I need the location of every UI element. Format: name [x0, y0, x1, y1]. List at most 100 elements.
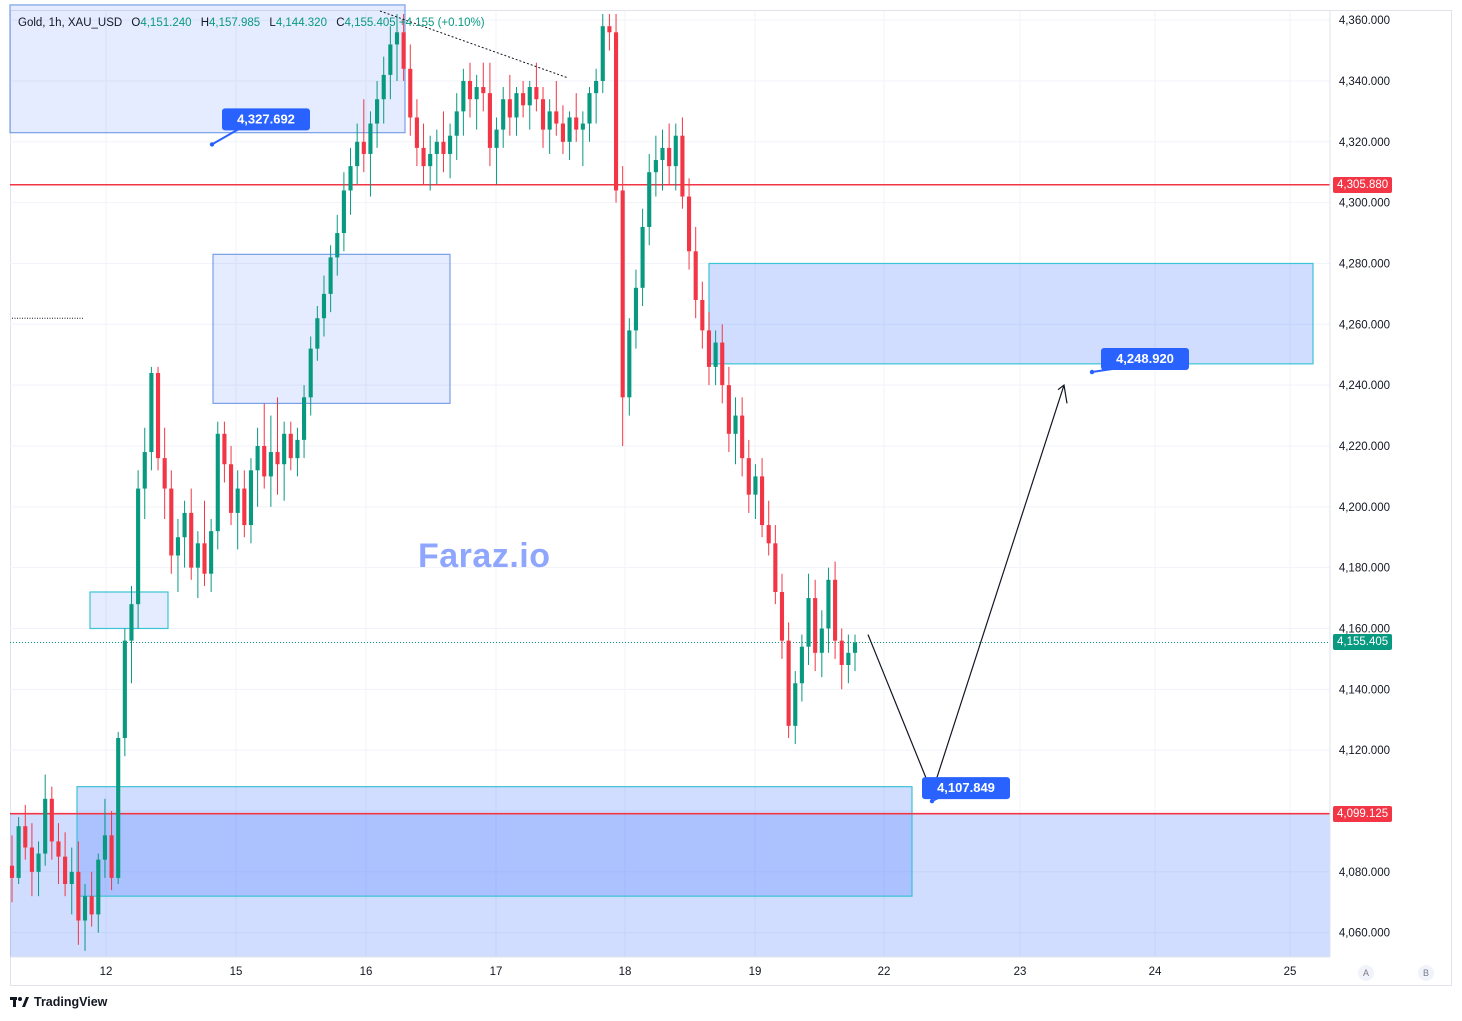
candle-body [361, 141, 366, 154]
y-tick-label: 4,320.000 [1339, 137, 1390, 149]
time-axis[interactable]: 12 15 16 17 18 19 22 23 24 25 [10, 956, 1330, 978]
y-tick-label: 4,180.000 [1339, 563, 1390, 575]
candle-body [375, 99, 380, 124]
candle-body [209, 531, 214, 574]
candle-body [215, 433, 220, 532]
candle-body [102, 835, 107, 860]
candle-body [686, 196, 692, 252]
auto-scale-button[interactable]: A [1358, 965, 1374, 981]
candle-body [693, 251, 698, 300]
tradingview-icon [10, 997, 29, 1007]
candle-body [288, 433, 293, 459]
candle-body [295, 439, 300, 459]
candle-body [527, 87, 532, 106]
x-tick-label: 24 [1149, 966, 1162, 978]
candle-body [760, 476, 765, 526]
demand-zone [76, 786, 913, 897]
candle-body [335, 233, 340, 258]
y-tick-label: 4,280.000 [1339, 258, 1390, 270]
candle-body [69, 871, 74, 884]
candle-body [394, 32, 400, 45]
candle-body [76, 871, 81, 921]
candle-body [63, 856, 68, 884]
low-value: 4,144.320 [275, 17, 327, 29]
candle-body [116, 737, 121, 878]
candle-body [315, 318, 320, 349]
candle-body [348, 166, 353, 191]
candle-body [368, 123, 373, 154]
x-tick-label: 12 [100, 966, 113, 978]
candle-body [487, 93, 492, 148]
candle-body [540, 99, 546, 130]
candle-body [580, 123, 585, 130]
candle-body [720, 342, 725, 386]
drawings [379, 10, 1068, 795]
log-scale-button[interactable]: B [1418, 965, 1434, 981]
candle-body [846, 652, 851, 665]
price-axis[interactable]: 4,060.0004,080.0004,100.0004,120.0004,14… [1329, 11, 1390, 957]
callout-box [922, 777, 1010, 800]
candle-body [428, 153, 433, 167]
candle-body [567, 117, 572, 142]
candle-body [554, 111, 559, 124]
price-callout: 4,248.920 [1089, 348, 1189, 375]
candle-body [49, 798, 54, 842]
close-value: 4,155.405 [344, 17, 396, 29]
open-value: 4,151.240 [140, 17, 192, 29]
candle-body [713, 342, 718, 367]
candle-body [494, 129, 499, 148]
candle-body [308, 348, 313, 398]
price-callout: 4,107.849 [922, 777, 1010, 804]
candle-body [162, 458, 167, 489]
candle-body [89, 896, 94, 915]
watermark: Faraz.io [418, 537, 551, 575]
candle-body [9, 865, 15, 878]
candle-body [620, 190, 625, 398]
candle-body [262, 445, 267, 477]
candle-body [481, 87, 486, 94]
callout-anchor [929, 798, 935, 804]
candle-body [36, 853, 41, 872]
candle-body [29, 847, 34, 872]
candle-body [23, 826, 28, 848]
symbol-legend: Gold, 1h, XAU_USD O4,151.240 H4,157.985 … [18, 17, 485, 29]
candle-body [673, 135, 678, 167]
candle-body [680, 135, 685, 197]
candle-body [302, 397, 307, 440]
candle-body [474, 87, 479, 100]
x-tick-label: 15 [230, 966, 243, 978]
candle-body [255, 445, 260, 471]
candle-body [282, 433, 287, 465]
candle-body [627, 330, 632, 398]
candle-body [228, 464, 234, 513]
x-tick-label: 23 [1014, 966, 1027, 978]
candles [9, 14, 858, 951]
tradingview-logo[interactable]: TradingView [10, 995, 107, 1009]
candle-body [852, 642, 858, 653]
zones [9, 4, 1330, 957]
supply-zone [708, 262, 1314, 365]
price-callout: 4,327.692 [209, 108, 310, 147]
candle-body [640, 226, 645, 288]
x-tick-label: 16 [360, 966, 373, 978]
candle-body [766, 525, 771, 544]
chart-frame[interactable] [10, 10, 1452, 986]
candle-body [321, 293, 327, 319]
candle-body [242, 488, 247, 526]
candle-body [740, 415, 745, 459]
candle-body [660, 147, 665, 161]
candle-body [142, 452, 147, 489]
price-tag: 4,155.405 [1333, 634, 1393, 651]
candle-body [799, 646, 804, 684]
candle-body [793, 683, 798, 726]
y-tick-label: 4,360.000 [1339, 15, 1390, 27]
candle-body [501, 99, 506, 130]
x-tick-label: 17 [490, 966, 503, 978]
candle-body [122, 640, 127, 738]
candle-body [467, 80, 473, 100]
candle-body [96, 859, 101, 915]
callout-box [222, 108, 310, 131]
y-tick-label: 4,300.000 [1339, 198, 1390, 210]
candle-body [647, 172, 652, 227]
